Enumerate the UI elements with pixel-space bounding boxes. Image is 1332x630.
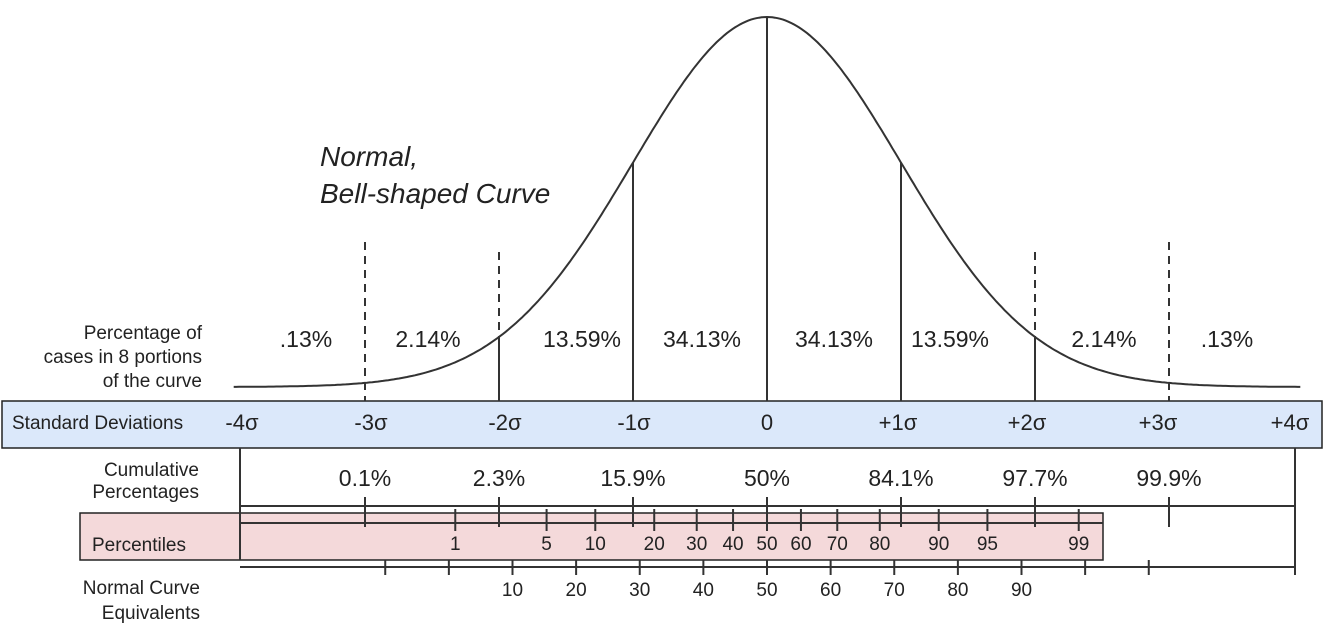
percentile-label: 95 xyxy=(977,534,998,555)
portion-percentage: 2.14% xyxy=(395,326,460,352)
diagram-title-line-2: Bell-shaped Curve xyxy=(320,178,550,209)
portions-label-line-3: of the curve xyxy=(103,371,202,392)
percentile-label: 80 xyxy=(869,534,890,555)
sd-label: -2σ xyxy=(488,410,522,435)
percentile-label: 5 xyxy=(541,534,552,555)
nce-label-line-2: Equivalents xyxy=(102,603,200,624)
percentile-label: 40 xyxy=(722,534,743,555)
percentile-label: 1 xyxy=(450,534,461,555)
nce-label: 80 xyxy=(947,580,968,601)
percentile-label: 20 xyxy=(644,534,665,555)
nce-marks: 10 20 30 40 50 60 70 80 90 xyxy=(384,560,1150,601)
cumulative-percentage: 97.7% xyxy=(1002,465,1067,491)
percentiles-label: Percentiles xyxy=(92,535,186,556)
portion-percentage: 13.59% xyxy=(543,326,621,352)
portion-percentage: 2.14% xyxy=(1071,326,1136,352)
portion-percentage: 34.13% xyxy=(663,326,741,352)
percentile-label: 99 xyxy=(1068,534,1089,555)
sigma-lines xyxy=(364,17,1170,401)
standard-deviation-labels: -4σ -3σ -2σ -1σ 0 +1σ +2σ +3σ +4σ xyxy=(225,410,1309,435)
portions-label-line-1: Percentage of xyxy=(84,323,203,344)
portion-percentages: .13% 2.14% 13.59% 34.13% 34.13% 13.59% 2.14% .1… xyxy=(280,326,1253,352)
nce-label: 70 xyxy=(884,580,905,601)
portion-percentage: .13% xyxy=(280,326,332,352)
cumulative-percentage: 2.3% xyxy=(473,465,525,491)
nce-label: 20 xyxy=(566,580,587,601)
sd-label: +4σ xyxy=(1271,410,1310,435)
percentiles-band xyxy=(79,512,1104,561)
nce-label: 60 xyxy=(820,580,841,601)
cumulative-percentage: 50% xyxy=(744,465,790,491)
percentile-marks: 1 5 10 20 30 40 50 60 70 80 90 95 99 xyxy=(450,509,1089,555)
sd-label: -1σ xyxy=(617,410,651,435)
cumulative-percentage: 84.1% xyxy=(868,465,933,491)
nce-label: 40 xyxy=(693,580,714,601)
cumulative-label-line-2: Percentages xyxy=(92,482,199,503)
portion-percentage: 13.59% xyxy=(911,326,989,352)
percentile-label: 50 xyxy=(756,534,777,555)
percentile-label: 90 xyxy=(928,534,949,555)
percentile-label: 60 xyxy=(790,534,811,555)
sd-label: -3σ xyxy=(354,410,388,435)
diagram-title-line-1: Normal, xyxy=(320,141,418,172)
standard-deviations-label: Standard Deviations xyxy=(12,413,183,434)
sd-label: -4σ xyxy=(225,410,259,435)
portion-percentage: .13% xyxy=(1201,326,1253,352)
cumulative-percentage: 0.1% xyxy=(339,465,391,491)
sd-label: +2σ xyxy=(1008,410,1047,435)
sd-label: +3σ xyxy=(1139,410,1178,435)
cumulative-label-line-1: Cumulative xyxy=(104,460,199,481)
cumulative-percentage: 15.9% xyxy=(600,465,665,491)
nce-label: 30 xyxy=(629,580,650,601)
nce-label-line-1: Normal Curve xyxy=(83,578,200,599)
percentile-label: 70 xyxy=(827,534,848,555)
portions-label-line-2: cases in 8 portions xyxy=(44,347,202,368)
percentile-label: 30 xyxy=(686,534,707,555)
percentile-label: 10 xyxy=(585,534,606,555)
nce-label: 10 xyxy=(502,580,523,601)
standard-deviations-band xyxy=(1,400,1323,449)
sd-label: 0 xyxy=(761,410,773,435)
nce-label: 90 xyxy=(1011,580,1032,601)
nce-label: 50 xyxy=(756,580,777,601)
cumulative-percentage: 99.9% xyxy=(1136,465,1201,491)
sd-label: +1σ xyxy=(879,410,918,435)
portion-percentage: 34.13% xyxy=(795,326,873,352)
